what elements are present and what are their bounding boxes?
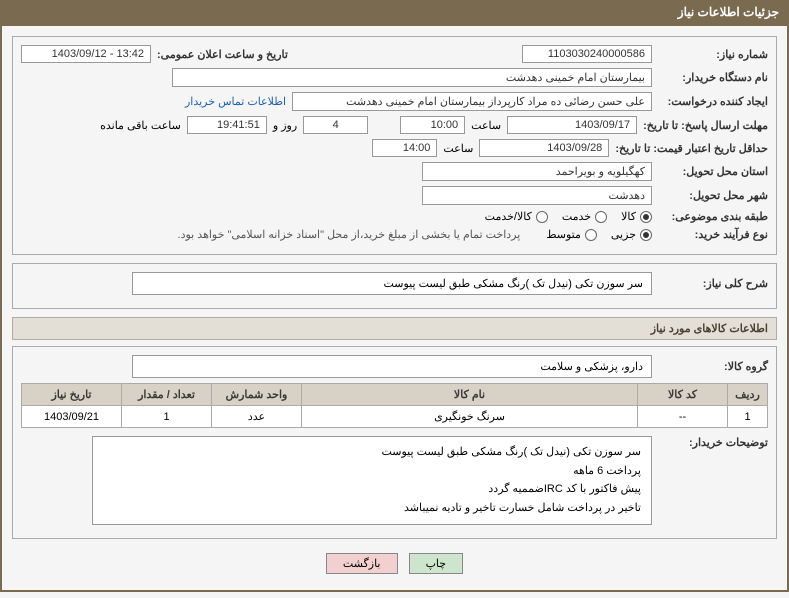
process-label: نوع فرآیند خرید: bbox=[658, 228, 768, 241]
category-label: طبقه بندی موضوعی: bbox=[658, 210, 768, 223]
goods-section-header: اطلاعات کالاهای مورد نیاز bbox=[12, 317, 777, 340]
requester-value: علی حسن رضائی ده مراد کارپرداز بیمارستان… bbox=[292, 92, 652, 111]
details-box: شماره نیاز: 1103030240000586 تاریخ و ساع… bbox=[12, 36, 777, 255]
td-name: سرنگ خونگیری bbox=[302, 406, 638, 428]
city-label: شهر محل تحویل: bbox=[658, 189, 768, 202]
need-number-label: شماره نیاز: bbox=[658, 48, 768, 61]
days-and-label: روز و bbox=[273, 119, 297, 132]
goods-box: گروه کالا: دارو، پزشکی و سلامت ردیف کد ک… bbox=[12, 346, 777, 539]
radio-dot-medium bbox=[585, 229, 597, 241]
td-unit: عدد bbox=[212, 406, 302, 428]
radio-dot-small bbox=[640, 229, 652, 241]
time-label-2: ساعت bbox=[443, 142, 473, 155]
overview-box: شرح کلی نیاز: سر سوزن تکی (نیدل تک )رنگ … bbox=[12, 263, 777, 309]
goods-group-value: دارو، پزشکی و سلامت bbox=[132, 355, 652, 378]
td-date: 1403/09/21 bbox=[22, 406, 122, 428]
buyer-org-label: نام دستگاه خریدار: bbox=[658, 71, 768, 84]
buyer-note-4: تاخیر در پرداخت شامل خسارت تاخیر و تادیه… bbox=[103, 499, 641, 518]
remaining-label: ساعت باقی مانده bbox=[100, 119, 181, 132]
td-code: -- bbox=[638, 406, 728, 428]
goods-group-label: گروه کالا: bbox=[658, 360, 768, 373]
buyer-note-1: سر سوزن تکی (نیدل تک )رنگ مشکی طبق لیست … bbox=[103, 443, 641, 462]
buyer-note-3: پیش فاکتور با کد IRCضممیه گردد bbox=[103, 480, 641, 499]
panel-body: شماره نیاز: 1103030240000586 تاریخ و ساع… bbox=[0, 24, 789, 592]
validity-label: حداقل تاریخ اعتبار قیمت: تا تاریخ: bbox=[615, 142, 768, 155]
province-value: کهگیلویه و بویراحمد bbox=[422, 162, 652, 181]
th-date: تاریخ نیاز bbox=[22, 384, 122, 406]
deadline-time-value: 10:00 bbox=[400, 116, 465, 134]
days-remaining: 4 bbox=[303, 116, 368, 134]
radio-small[interactable]: جزیی bbox=[611, 228, 652, 241]
td-qty: 1 bbox=[122, 406, 212, 428]
goods-table: ردیف کد کالا نام کالا واحد شمارش تعداد /… bbox=[21, 383, 768, 428]
table-row: 1 -- سرنگ خونگیری عدد 1 1403/09/21 bbox=[22, 406, 768, 428]
radio-service[interactable]: خدمت bbox=[562, 210, 607, 223]
radio-small-label: جزیی bbox=[611, 228, 636, 241]
process-radio-group: جزیی متوسط bbox=[546, 228, 652, 241]
radio-goods-service[interactable]: کالا/خدمت bbox=[485, 210, 548, 223]
overview-label: شرح کلی نیاز: bbox=[658, 277, 768, 290]
button-bar: چاپ بازگشت bbox=[12, 547, 777, 580]
buyer-note-2: پرداخت 6 ماهه bbox=[103, 462, 641, 481]
radio-medium[interactable]: متوسط bbox=[546, 228, 597, 241]
validity-time-value: 14:00 bbox=[372, 139, 437, 157]
th-row: ردیف bbox=[728, 384, 768, 406]
radio-dot-goods-service bbox=[536, 211, 548, 223]
buyer-contact-link[interactable]: اطلاعات تماس خریدار bbox=[185, 95, 286, 108]
th-unit: واحد شمارش bbox=[212, 384, 302, 406]
th-qty: تعداد / مقدار bbox=[122, 384, 212, 406]
province-label: استان محل تحویل: bbox=[658, 165, 768, 178]
category-radio-group: کالا خدمت کالا/خدمت bbox=[485, 210, 652, 223]
radio-dot-goods bbox=[640, 211, 652, 223]
radio-medium-label: متوسط bbox=[546, 228, 581, 241]
radio-goods-service-label: کالا/خدمت bbox=[485, 210, 532, 223]
radio-goods[interactable]: کالا bbox=[621, 210, 652, 223]
back-button[interactable]: بازگشت bbox=[326, 553, 398, 574]
buyer-org-value: بیمارستان امام خمینی دهدشت bbox=[172, 68, 652, 87]
deadline-date-value: 1403/09/17 bbox=[507, 116, 637, 134]
process-note: پرداخت تمام یا بخشی از مبلغ خرید،از محل … bbox=[178, 228, 521, 241]
overview-value: سر سوزن تکی (نیدل تک )رنگ مشکی طبق لیست … bbox=[132, 272, 652, 295]
radio-service-label: خدمت bbox=[562, 210, 591, 223]
city-value: دهدشت bbox=[422, 186, 652, 205]
radio-dot-service bbox=[595, 211, 607, 223]
requester-label: ایجاد کننده درخواست: bbox=[658, 95, 768, 108]
th-code: کد کالا bbox=[638, 384, 728, 406]
buyer-notes-label: توضیحات خریدار: bbox=[658, 436, 768, 449]
deadline-label: مهلت ارسال پاسخ: تا تاریخ: bbox=[643, 119, 768, 132]
radio-goods-label: کالا bbox=[621, 210, 636, 223]
time-remaining-value: 19:41:51 bbox=[187, 116, 267, 134]
buyer-notes-box: سر سوزن تکی (نیدل تک )رنگ مشکی طبق لیست … bbox=[92, 436, 652, 525]
need-number-value: 1103030240000586 bbox=[522, 45, 652, 63]
panel-title: جزئیات اطلاعات نیاز bbox=[0, 0, 789, 24]
td-row: 1 bbox=[728, 406, 768, 428]
validity-date-value: 1403/09/28 bbox=[479, 139, 609, 157]
time-label-1: ساعت bbox=[471, 119, 501, 132]
print-button[interactable]: چاپ bbox=[409, 553, 464, 574]
public-date-value: 13:42 - 1403/09/12 bbox=[21, 45, 151, 63]
th-name: نام کالا bbox=[302, 384, 638, 406]
public-date-label: تاریخ و ساعت اعلان عمومی: bbox=[157, 48, 288, 61]
